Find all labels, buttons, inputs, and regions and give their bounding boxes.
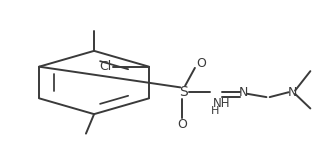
- Text: Cl: Cl: [99, 60, 112, 73]
- Text: N: N: [239, 86, 248, 99]
- Text: H: H: [211, 106, 219, 116]
- Text: O: O: [196, 57, 206, 69]
- Text: NH: NH: [213, 97, 230, 110]
- Text: O: O: [177, 118, 187, 131]
- Text: N: N: [288, 86, 297, 99]
- Text: S: S: [179, 85, 188, 99]
